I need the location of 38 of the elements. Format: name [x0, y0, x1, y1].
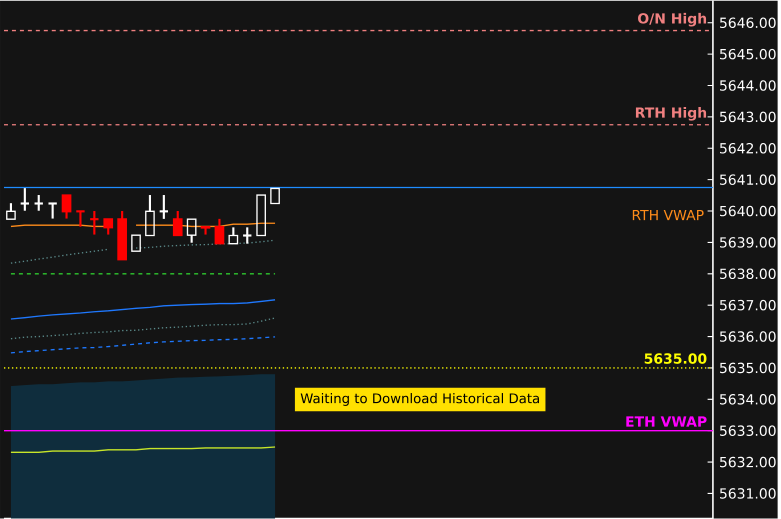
y-tick-label: 5637.00	[720, 300, 776, 310]
candlestick	[131, 234, 141, 252]
y-tick-label: 5634.00	[720, 394, 776, 404]
line-series	[10, 298, 276, 320]
candlestick	[103, 218, 114, 236]
candlestick	[89, 210, 100, 236]
y-tick-label: 5635.00	[720, 362, 776, 374]
y-tick-label: 5643.00	[720, 111, 776, 122]
candlestick	[47, 202, 58, 220]
y-tick-label: 5638.00	[720, 268, 776, 279]
y-tick-label: 5646.00	[720, 17, 776, 28]
y-tick-label: 5640.00	[720, 206, 776, 216]
y-tick-label: 5636.00	[720, 331, 776, 342]
ref-line-label: ETH VWAP	[626, 416, 707, 426]
y-tick-label: 5644.00	[720, 80, 776, 91]
y-tick-label: 5633.00	[720, 425, 776, 436]
candlestick	[158, 194, 170, 220]
y-tick-label: 5641.00	[720, 174, 776, 185]
ref-line-label: RTH High	[636, 106, 706, 120]
line-series	[10, 317, 276, 340]
candlestick	[34, 194, 44, 212]
candlestick	[145, 194, 155, 236]
candlestick	[242, 226, 252, 245]
y-tick-label: 5639.00	[720, 236, 776, 248]
y-tick-label: 5642.00	[720, 142, 776, 154]
candlestick	[172, 210, 183, 236]
ref-line-label: O/N High	[638, 12, 706, 26]
text: RTH VWAP	[632, 210, 704, 220]
ref-line-label: 5635.00	[644, 353, 706, 364]
candlestick	[75, 210, 86, 228]
candlestick	[256, 194, 266, 236]
y-tick-label: 5632.00	[720, 456, 776, 468]
annotation: Waiting to Download Historical Data	[300, 392, 539, 406]
y-tick-label: 5645.00	[720, 48, 776, 60]
line-series	[10, 336, 276, 354]
y-tick-label: 5631.00	[720, 488, 776, 499]
candlestick	[270, 188, 280, 204]
candlestick	[20, 186, 30, 212]
